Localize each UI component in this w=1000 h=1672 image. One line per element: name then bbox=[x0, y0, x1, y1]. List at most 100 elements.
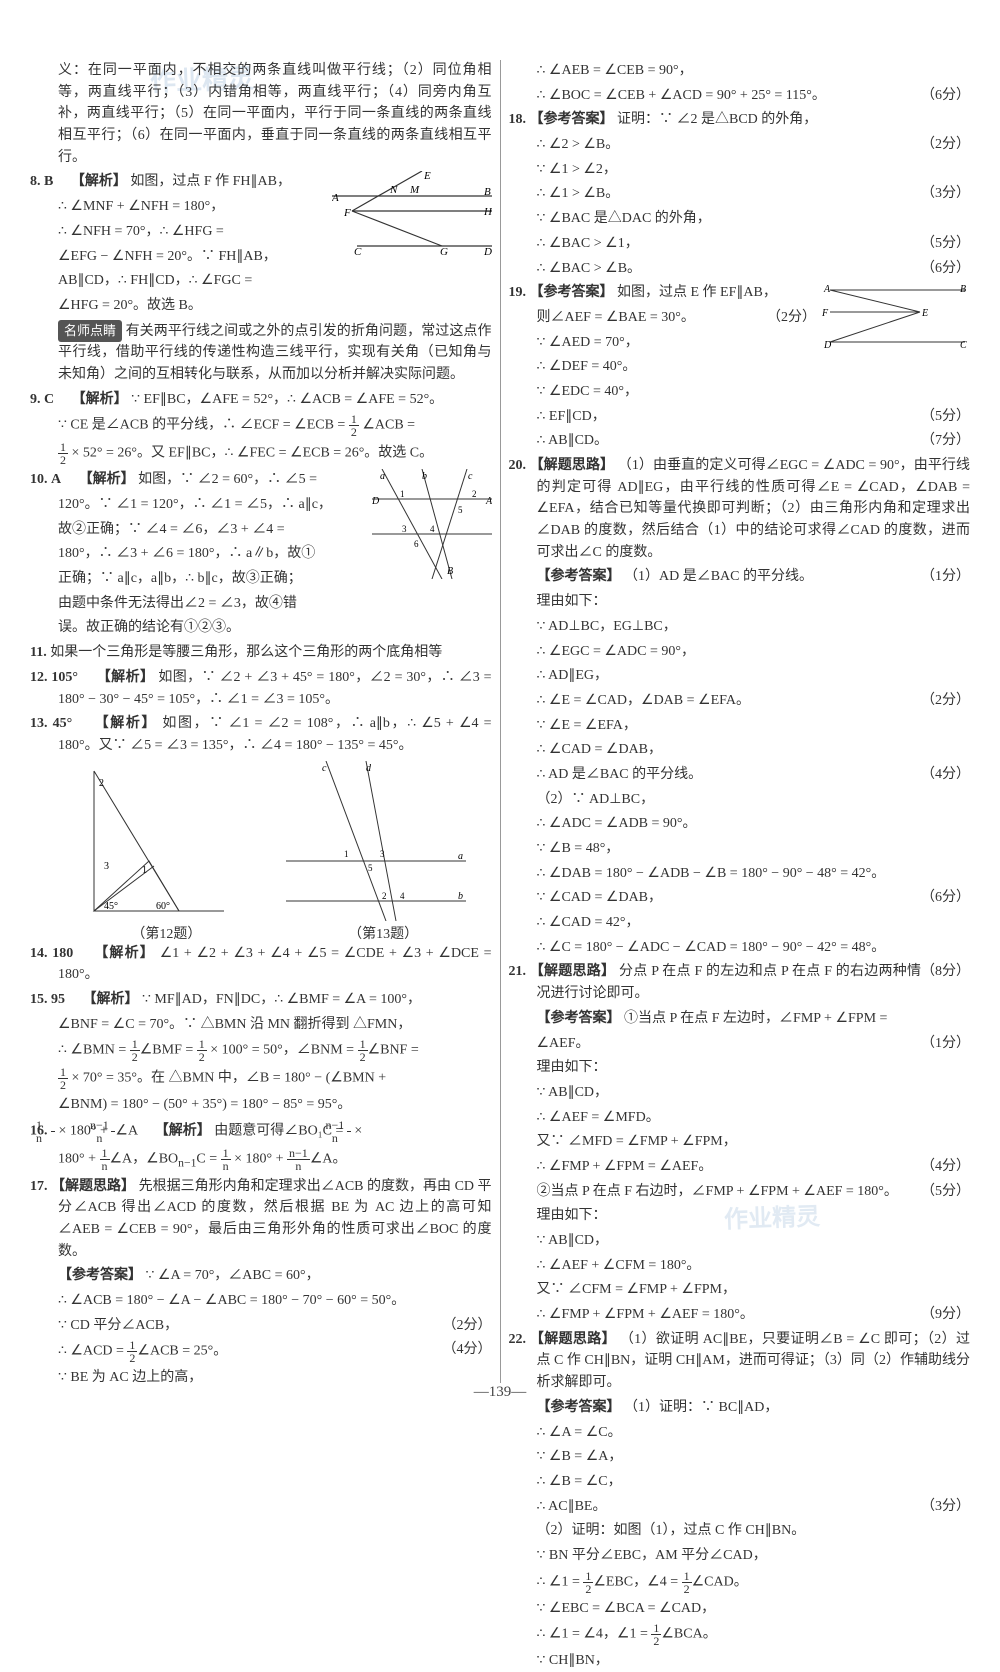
svg-text:5: 5 bbox=[458, 505, 463, 515]
q20-number: 20. bbox=[509, 458, 527, 473]
q20-l1: （1）AD 是∠BAC 的平分线。 bbox=[624, 569, 813, 584]
q18-l6: ∴ ∠BAC > ∠B。（6分） bbox=[509, 258, 971, 280]
svg-text:1: 1 bbox=[400, 489, 405, 499]
q15-l5: ∠BNM) = 180° − (50° + 35°) = 180° − 85° … bbox=[30, 1094, 492, 1116]
q13-number: 13. bbox=[30, 716, 48, 731]
q10-number: 10. bbox=[30, 472, 48, 487]
score-4: （4分） bbox=[443, 1339, 492, 1361]
q22-l5t: ∴ AC∥BE。 bbox=[537, 1499, 607, 1514]
q9-number: 9. bbox=[30, 392, 41, 407]
q20-l10: （2）∵ AD⊥BC， bbox=[509, 789, 971, 811]
q22-l7: ∵ BN 平分∠EBC，AM 平分∠CAD， bbox=[509, 1545, 971, 1567]
q17-l1: ∵ ∠A = 70°，∠ABC = 60°， bbox=[146, 1268, 320, 1283]
q20-ans-label: 【参考答案】 bbox=[537, 569, 621, 584]
q17: 17. 【解题思路】 先根据三角形内角和定理求出∠ACB 的度数，再由 CD 平… bbox=[30, 1176, 492, 1263]
svg-text:N: N bbox=[389, 184, 398, 196]
q17c-l1: ∴ ∠AEB = ∠CEB = 90°， bbox=[509, 60, 971, 82]
q8-l6: ∠HFG = 20°。故选 B。 bbox=[30, 295, 492, 317]
q20-l12: ∵ ∠B = 48°， bbox=[509, 838, 971, 860]
q10-l7: 误。故正确的结论有①②③。 bbox=[30, 617, 492, 639]
q16-label: 【解析】 bbox=[155, 1124, 211, 1139]
svg-text:C: C bbox=[960, 340, 967, 351]
svg-text:b: b bbox=[458, 891, 463, 902]
svg-text:B: B bbox=[960, 284, 966, 295]
q9-l3: 12 × 52° = 26°。又 EF∥BC，∴ ∠FEC = ∠ECB = 2… bbox=[30, 441, 492, 466]
q18-l5t: ∴ ∠BAC > ∠1， bbox=[537, 236, 639, 251]
frac-half-2: 12 bbox=[58, 441, 68, 466]
q20: 20. 【解题思路】 （1）由垂直的定义可得∠EGC = ∠ADC = 90°，… bbox=[509, 455, 971, 563]
svg-text:1: 1 bbox=[142, 865, 147, 876]
q9-l2b: ∠ACB = bbox=[362, 418, 415, 433]
q19-pre: 如图，过点 E 作 EF∥AB， bbox=[617, 285, 777, 300]
q20-s3: （4分） bbox=[921, 764, 970, 786]
q21-l8: 理由如下： bbox=[509, 1205, 971, 1227]
q12-number: 12. bbox=[30, 670, 48, 685]
q19-l6: ∴ AB∥CD。 （7分） bbox=[509, 430, 971, 452]
q21-l11: 又∵ ∠CFM = ∠FMP + ∠FPM， bbox=[509, 1279, 971, 1301]
q9: 9. C 【解析】 ∵ EF∥BC，∠AFE = 52°，∴ ∠ACB = ∠A… bbox=[30, 389, 492, 411]
q15: 15. 95 【解析】 ∵ MF∥AD，FN∥DC，∴ ∠BMF = ∠A = … bbox=[30, 989, 492, 1011]
q9-answer: C bbox=[44, 392, 54, 407]
q21-l10: ∴ ∠AEF + ∠CFM = 180°。 bbox=[509, 1255, 971, 1277]
q19-s3: （7分） bbox=[921, 430, 970, 452]
q17c-l2t: ∴ ∠BOC = ∠CEB + ∠ACD = 90° + 25° = 115°。 bbox=[537, 88, 826, 103]
q21-l12: ∴ ∠FMP + ∠FPM + ∠AEF = 180°。（9分） bbox=[509, 1304, 971, 1326]
svg-text:a: a bbox=[458, 851, 463, 862]
q22-number: 22. bbox=[509, 1332, 527, 1347]
svg-text:45°: 45° bbox=[104, 901, 118, 912]
svg-text:4: 4 bbox=[430, 524, 435, 534]
intro-text: 义：在同一平面内，不相交的两条直线叫做平行线；（2）同位角相等，两直线平行；（3… bbox=[30, 60, 492, 168]
q22-l9: ∵ ∠EBC = ∠BCA = ∠CAD， bbox=[509, 1598, 971, 1620]
svg-text:M: M bbox=[409, 184, 420, 196]
q9-l1: ∵ EF∥BC，∠AFE = 52°，∴ ∠ACB = ∠AFE = 52°。 bbox=[131, 392, 443, 407]
svg-text:3: 3 bbox=[380, 849, 385, 859]
column-divider bbox=[500, 60, 501, 1383]
q21-l5: 又∵ ∠MFD = ∠FMP + ∠FPM， bbox=[509, 1131, 971, 1153]
q20-l15: ∴ ∠CAD = 42°， bbox=[509, 912, 971, 934]
q19-figure: A B F E D C bbox=[820, 282, 970, 352]
svg-text:C: C bbox=[354, 246, 362, 256]
q20-l3: ∵ AD⊥BC，EG⊥BC， bbox=[509, 616, 971, 638]
tip-box: 名师点睛 bbox=[58, 320, 122, 342]
q8-figure: E N M A B F H C G D bbox=[332, 171, 492, 256]
q20-s5t: （8分） bbox=[921, 961, 970, 983]
q18-l3: ∴ ∠1 > ∠B。（3分） bbox=[509, 183, 971, 205]
fig-captions: （第12题） （第13题） bbox=[58, 923, 492, 943]
q20-l14: ∵ ∠CAD = ∠DAB， bbox=[509, 887, 971, 909]
q19-l6t: ∴ AB∥CD。 bbox=[537, 433, 609, 448]
fig13-caption: （第13题） bbox=[348, 923, 418, 943]
q21-l2: 理由如下： bbox=[509, 1057, 971, 1079]
q15-l2: ∠BNF = ∠C = 70°。∵ △BMN 沿 MN 翻折得到 △FMN， bbox=[30, 1014, 492, 1036]
q17-l3: ∵ CD 平分∠ACB， bbox=[30, 1315, 492, 1337]
q17-l2: ∴ ∠ACB = 180° − ∠A − ∠ABC = 180° − 70° −… bbox=[30, 1290, 492, 1312]
svg-text:d: d bbox=[366, 763, 372, 774]
q22-l3: ∵ ∠B = ∠A， bbox=[509, 1446, 971, 1468]
q22-s1: （3分） bbox=[921, 1496, 970, 1518]
svg-text:b: b bbox=[422, 471, 427, 482]
q14: 14. 180 【解析】 ∠1 + ∠2 + ∠3 + ∠4 + ∠5 = ∠C… bbox=[30, 943, 492, 986]
q17-l4: ∴ ∠ACD = 12∠ACB = 25°。 （4分） bbox=[30, 1339, 492, 1364]
q10-l6: 由题中条件无法得出∠2 = ∠3，故④错 bbox=[30, 593, 492, 615]
q14-answer: 180 bbox=[52, 946, 73, 961]
q17-ans: 【参考答案】 ∵ ∠A = 70°，∠ABC = 60°， bbox=[30, 1265, 492, 1287]
q10-figure: a b c D A B 1 2 5 3 6 4 bbox=[372, 469, 492, 579]
svg-text:F: F bbox=[343, 207, 351, 219]
svg-text:D: D bbox=[372, 496, 380, 507]
q21-l1: ①当点 P 在点 F 左边时，∠FMP + ∠FPM = bbox=[624, 1011, 887, 1026]
q19-l4: ∵ ∠EDC = 40°， bbox=[509, 381, 971, 403]
svg-text:2: 2 bbox=[472, 489, 477, 499]
q17c-l2: ∴ ∠BOC = ∠CEB + ∠ACD = 90° + 25° = 115°。… bbox=[509, 85, 971, 107]
q18-number: 18. bbox=[509, 112, 527, 127]
q12-label: 【解析】 bbox=[97, 670, 155, 685]
q20-s1: （1分） bbox=[921, 566, 970, 588]
q21-l1bt: ∠AEF。 bbox=[537, 1036, 590, 1051]
left-column: 义：在同一平面内，不相交的两条直线叫做平行线；（2）同位角相等，两直线平行；（3… bbox=[30, 60, 492, 1383]
svg-text:D: D bbox=[483, 246, 492, 256]
q19-number: 19. bbox=[509, 285, 527, 300]
q18-s4: （6分） bbox=[921, 258, 970, 280]
q20-route-label: 【解题思路】 bbox=[530, 458, 615, 473]
q13: 13. 45° 【解析】 如图，∵ ∠1 = ∠2 = 108°，∴ a∥b，∴… bbox=[30, 713, 492, 756]
q17-number: 17. bbox=[30, 1179, 48, 1194]
q20-l8: ∴ ∠CAD = ∠DAB， bbox=[509, 739, 971, 761]
svg-text:c: c bbox=[468, 471, 473, 482]
